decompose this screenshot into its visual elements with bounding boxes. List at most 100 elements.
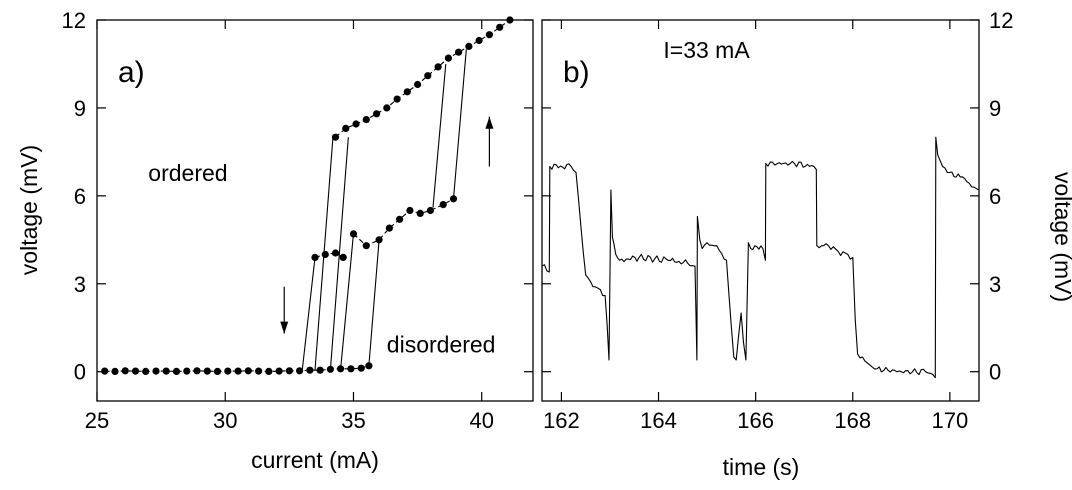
data-point — [426, 206, 434, 215]
panel-b-y-axis-label: voltage (mV) — [1050, 172, 1072, 302]
panel-b-ticks: 162 164 166 168 170 0 3 6 9 12 — [542, 8, 1013, 433]
data-point — [444, 54, 452, 62]
panel-a: 25 30 35 40 0 3 6 9 12 a) ordered disordered cur… — [16, 8, 534, 473]
data-point — [275, 367, 283, 375]
data-point — [496, 23, 504, 31]
data-point — [306, 366, 314, 374]
data-point — [337, 365, 345, 373]
x-tick-label: 162 — [543, 408, 580, 433]
data-point — [131, 367, 140, 375]
data-point — [373, 110, 381, 118]
data-point — [416, 209, 424, 217]
data-point — [357, 364, 365, 372]
y-tick-label: 3 — [989, 272, 1001, 297]
panel-a-frame — [96, 19, 534, 402]
y-tick-label: 6 — [74, 184, 86, 209]
data-point — [183, 367, 191, 375]
data-point — [406, 206, 414, 215]
data-point — [362, 116, 370, 124]
data-point — [121, 367, 129, 375]
data-point — [485, 31, 493, 39]
data-point — [265, 367, 273, 375]
data-point — [396, 215, 404, 223]
x-tick-label: 40 — [469, 408, 493, 433]
data-point — [465, 42, 473, 51]
x-tick-label: 25 — [85, 408, 109, 433]
data-point — [193, 367, 201, 375]
data-point — [203, 367, 211, 375]
panel-a-label: a) — [118, 56, 145, 89]
panel-b-frame — [541, 19, 980, 402]
transition-line — [301, 257, 316, 371]
data-point — [326, 365, 334, 373]
transition-line — [452, 49, 467, 199]
data-point — [475, 36, 483, 45]
y-tick-label: 12 — [989, 8, 1013, 33]
y-tick-label: 0 — [989, 360, 1001, 385]
panel-a-x-axis-label: current (mA) — [251, 447, 379, 473]
x-tick-label: 164 — [640, 408, 677, 433]
arrows — [280, 116, 494, 334]
data-point — [347, 365, 355, 373]
data-point — [285, 367, 293, 375]
x-tick-label: 170 — [932, 408, 969, 433]
series-line — [314, 252, 344, 258]
series-line — [335, 19, 511, 138]
data-point — [234, 367, 242, 375]
x-tick-label: 168 — [834, 408, 871, 433]
data-point — [449, 195, 458, 203]
data-point — [311, 253, 319, 261]
data-point — [162, 367, 170, 375]
panel-a-ticks: 25 30 35 40 0 3 6 9 12 — [62, 8, 533, 433]
data-point — [331, 133, 340, 141]
series-line — [353, 198, 454, 247]
data-point — [439, 201, 447, 209]
data-point — [455, 48, 463, 56]
transition-line — [340, 233, 355, 369]
transition-line — [368, 239, 380, 366]
data-point — [316, 366, 324, 374]
data-point — [352, 120, 360, 128]
data-point — [385, 224, 393, 232]
data-point — [152, 367, 160, 375]
data-point — [403, 88, 411, 96]
y-tick-label: 9 — [989, 96, 1001, 121]
data-point — [362, 242, 370, 250]
data-point — [375, 236, 383, 244]
data-point — [172, 367, 181, 375]
data-point — [349, 230, 358, 238]
panel-b-x-axis-label: time (s) — [723, 454, 800, 480]
data-point — [414, 80, 422, 89]
data-point — [339, 253, 347, 261]
data-point — [331, 249, 340, 257]
data-point — [383, 104, 391, 112]
annotation-current: I=33 mA — [663, 37, 750, 63]
voltage-trace — [541, 136, 980, 379]
arrow-down-icon — [280, 321, 289, 334]
panel-b-label: b) — [563, 56, 590, 89]
x-tick-label: 30 — [213, 408, 237, 433]
data-point — [213, 367, 222, 375]
arrow-up-icon — [485, 116, 494, 129]
panel-a-y-axis-label: voltage (mV) — [16, 145, 42, 275]
data-point — [142, 367, 150, 375]
y-tick-label: 6 — [989, 184, 1001, 209]
y-tick-label: 9 — [74, 96, 86, 121]
transition-line — [432, 63, 447, 208]
annotation-ordered: ordered — [148, 160, 227, 186]
data-point — [393, 95, 401, 103]
data-point — [434, 63, 442, 71]
data-point — [321, 250, 329, 259]
data-point — [224, 367, 232, 375]
data-point — [244, 367, 252, 375]
data-point — [296, 367, 304, 375]
data-point — [255, 367, 263, 375]
y-tick-label: 0 — [74, 360, 86, 385]
annotation-disordered: disordered — [387, 332, 496, 358]
y-tick-label: 12 — [62, 8, 86, 33]
panel-b: 162 164 166 168 170 0 3 6 9 12 b) I=33 mA time (s… — [541, 8, 1072, 480]
data-point — [111, 367, 119, 375]
y-tick-label: 3 — [74, 272, 86, 297]
data-point — [342, 124, 350, 132]
